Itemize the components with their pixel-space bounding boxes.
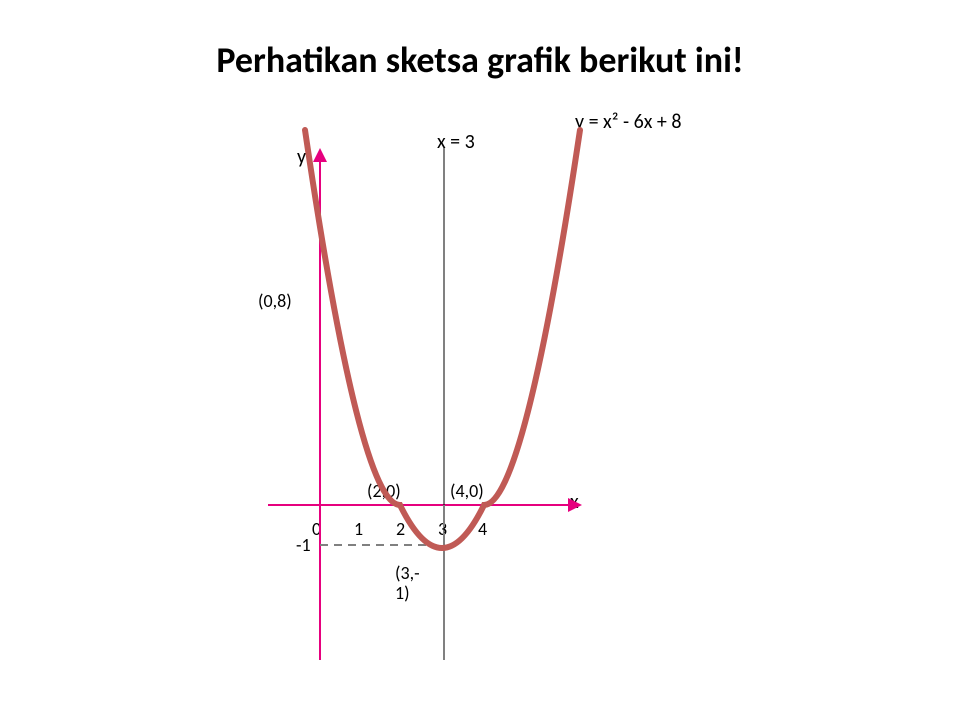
parabola-curve xyxy=(305,130,580,548)
graph-svg xyxy=(0,0,960,720)
slide: Perhatikan sketsa grafik berikut ini! y … xyxy=(0,0,960,720)
